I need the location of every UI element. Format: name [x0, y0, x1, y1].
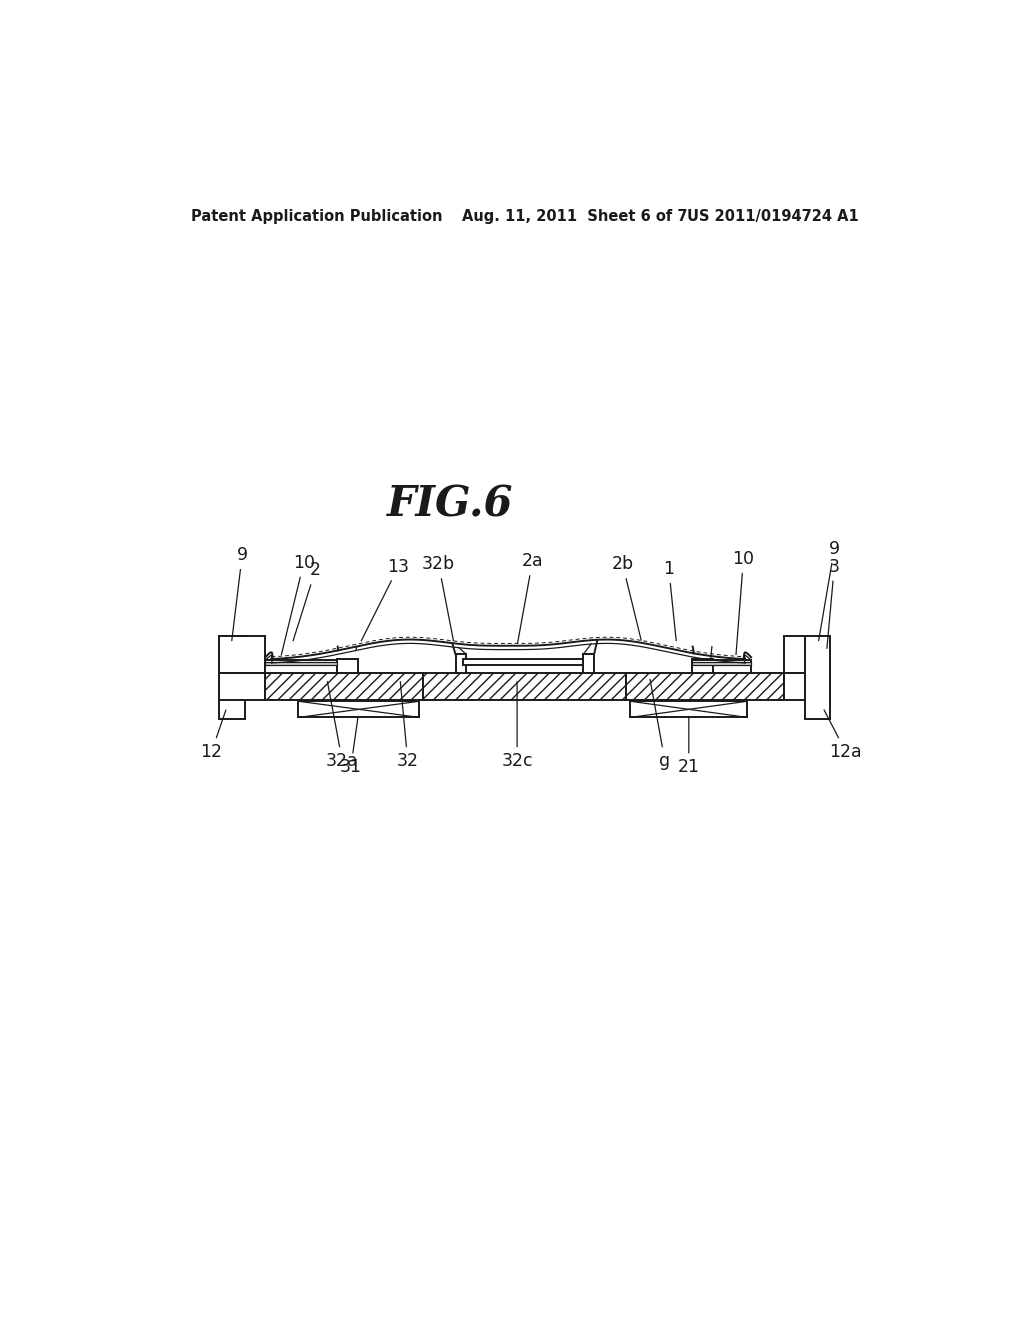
- Bar: [456, 655, 466, 673]
- Text: 21: 21: [678, 717, 699, 776]
- Text: 2b: 2b: [611, 556, 641, 640]
- Text: US 2011/0194724 A1: US 2011/0194724 A1: [687, 209, 859, 223]
- Text: 12: 12: [201, 710, 226, 762]
- Bar: [298, 701, 419, 718]
- Text: FIG.6: FIG.6: [387, 484, 513, 525]
- Bar: [784, 636, 805, 673]
- Bar: [220, 638, 264, 671]
- Text: 2: 2: [293, 561, 321, 640]
- Text: Patent Application Publication: Patent Application Publication: [190, 209, 442, 223]
- Bar: [584, 655, 594, 673]
- Bar: [265, 663, 337, 665]
- Text: 32b: 32b: [422, 556, 455, 640]
- Bar: [337, 659, 357, 673]
- Bar: [785, 638, 804, 671]
- Bar: [631, 701, 748, 718]
- Bar: [805, 636, 830, 719]
- Bar: [784, 673, 805, 700]
- Text: 2a: 2a: [517, 552, 544, 643]
- Text: 3: 3: [827, 557, 840, 648]
- Text: 31: 31: [340, 717, 361, 776]
- Text: 32: 32: [396, 681, 419, 771]
- Bar: [219, 636, 265, 673]
- Bar: [692, 665, 752, 673]
- Bar: [807, 638, 829, 718]
- Bar: [692, 660, 752, 665]
- Bar: [463, 659, 584, 665]
- Bar: [627, 673, 784, 700]
- Bar: [265, 660, 337, 665]
- Bar: [265, 665, 337, 673]
- Text: 32c: 32c: [502, 681, 532, 771]
- Bar: [692, 659, 713, 673]
- Text: Aug. 11, 2011  Sheet 6 of 7: Aug. 11, 2011 Sheet 6 of 7: [462, 209, 687, 223]
- Bar: [423, 673, 627, 700]
- Text: 1: 1: [664, 560, 676, 640]
- Bar: [220, 638, 243, 718]
- Text: g: g: [650, 680, 671, 771]
- Text: 9: 9: [818, 540, 840, 640]
- Text: 10: 10: [732, 550, 755, 655]
- Bar: [692, 663, 752, 665]
- Text: 10: 10: [282, 553, 314, 655]
- Bar: [219, 636, 245, 719]
- Text: 12a: 12a: [824, 710, 862, 762]
- Text: 32a: 32a: [326, 681, 358, 771]
- Bar: [265, 673, 423, 700]
- Bar: [220, 675, 264, 698]
- Bar: [785, 675, 804, 698]
- Text: 13: 13: [361, 557, 410, 640]
- Bar: [219, 673, 265, 700]
- Text: 9: 9: [231, 546, 248, 640]
